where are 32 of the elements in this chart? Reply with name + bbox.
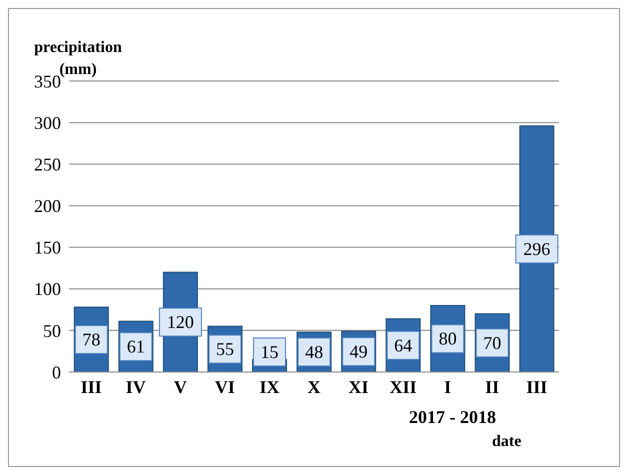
x-axis-title: date (492, 433, 522, 451)
data-label: 61 (126, 336, 145, 357)
data-label: 296 (523, 238, 550, 259)
data-label: 48 (305, 342, 324, 362)
x-tick-label: III (526, 376, 548, 397)
data-label: 78 (82, 330, 100, 350)
data-label: 15 (260, 342, 279, 362)
data-label: 55 (216, 339, 234, 360)
x-tick-label: II (485, 376, 500, 397)
y-tick-label: 0 (52, 362, 61, 382)
y-tick-label: 250 (34, 154, 61, 175)
x-tick-label: XI (348, 376, 369, 397)
y-tick-label: 150 (34, 238, 61, 258)
x-tick-label: V (174, 376, 187, 397)
x-tick-label: I (444, 376, 452, 397)
y-tick-label: 350 (34, 71, 61, 92)
data-label: 70 (483, 332, 502, 353)
y-tick-label: 100 (34, 279, 61, 300)
x-tick-label: IX (259, 376, 280, 397)
text: 2017 - 2018 (409, 407, 496, 428)
data-label: 64 (394, 335, 412, 356)
x-tick-label: VI (214, 376, 235, 397)
data-label: 80 (438, 328, 457, 349)
y-tick-label: 50 (43, 320, 61, 341)
x-tick-label: XII (390, 376, 417, 397)
x-tick-label: IV (126, 376, 146, 397)
data-label: 120 (166, 312, 194, 332)
y-tick-label: 300 (34, 112, 61, 133)
y-tick-label: 200 (34, 196, 61, 216)
data-label: 49 (350, 342, 368, 362)
x-tick-label: X (308, 376, 320, 397)
x-tick-label: III (80, 376, 102, 397)
